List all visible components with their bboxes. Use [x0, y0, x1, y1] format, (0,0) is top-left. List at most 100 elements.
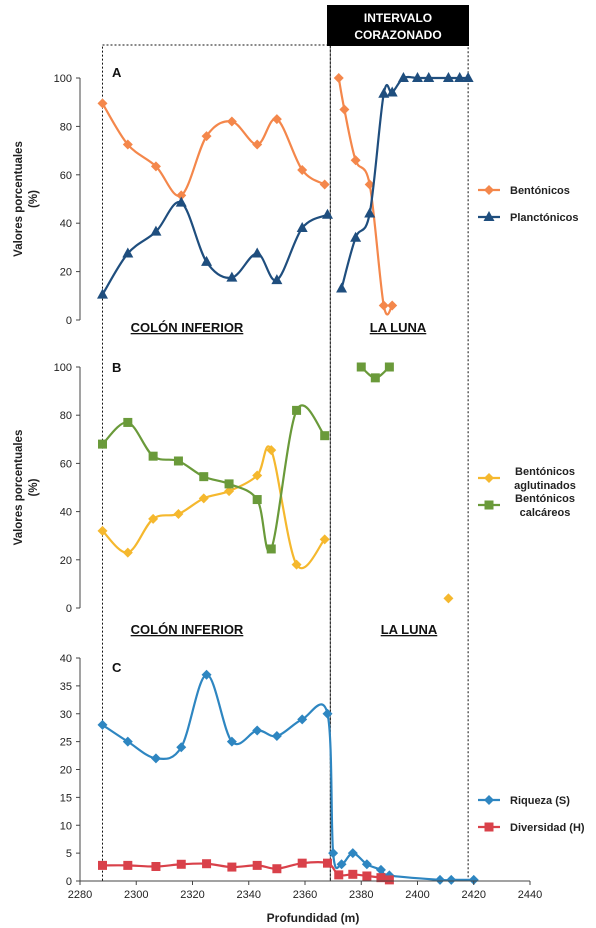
data-point	[97, 98, 108, 109]
data-point	[397, 72, 409, 82]
x-axis-label: Profundidad (m)	[267, 911, 360, 925]
y-tick-label: 10	[60, 820, 72, 832]
data-point	[148, 513, 159, 524]
data-point	[97, 288, 108, 299]
data-point	[98, 439, 107, 449]
data-point	[252, 860, 262, 870]
data-point	[201, 131, 212, 142]
legend-entry: Bentónicos	[478, 185, 570, 197]
data-point	[201, 255, 213, 266]
y-tick-label: 40	[60, 653, 72, 665]
legend-label: Riqueza (S)	[510, 795, 570, 807]
x-tick-label: 2280	[68, 889, 92, 901]
y-axis-label: Valores porcentuales	[13, 141, 25, 257]
legend-label-2: calcáreos	[520, 507, 571, 519]
series-line	[101, 200, 329, 296]
legend-label: Bentónicos	[515, 493, 575, 505]
data-point	[384, 875, 394, 885]
data-point	[201, 669, 212, 680]
data-point	[364, 179, 375, 190]
series-bentónicos	[97, 73, 398, 316]
data-point	[199, 472, 209, 482]
series-line	[101, 404, 326, 553]
data-point	[122, 247, 134, 258]
data-point	[176, 190, 187, 201]
y-tick-label: 0	[66, 315, 72, 327]
data-point	[226, 116, 237, 127]
legend-label: Bentónicos	[510, 185, 570, 197]
data-point	[266, 544, 276, 554]
data-point	[291, 559, 302, 570]
data-point	[297, 164, 308, 175]
y-tick-label: 100	[54, 73, 72, 85]
data-point	[296, 222, 308, 233]
header-line1: INTERVALO	[364, 11, 432, 25]
data-point	[226, 736, 237, 747]
panel-letter: B	[112, 360, 121, 375]
data-point	[297, 714, 308, 725]
data-point	[252, 139, 263, 150]
data-point	[251, 247, 263, 258]
data-point	[446, 874, 457, 885]
data-point	[370, 373, 380, 383]
data-point	[320, 431, 330, 441]
data-point	[328, 848, 339, 859]
data-point	[224, 486, 235, 497]
x-tick-label: 2300	[124, 889, 148, 901]
data-point	[176, 742, 187, 753]
series-line	[101, 445, 326, 570]
data-point	[150, 161, 161, 172]
data-point	[252, 725, 263, 736]
data-point	[271, 114, 282, 125]
data-point	[173, 456, 183, 466]
legend-entry: Bentónicos calcáreos	[478, 493, 575, 519]
x-tick-label: 2420	[462, 889, 486, 901]
legend-label: Bentónicos	[515, 466, 575, 478]
series-line	[101, 102, 326, 198]
data-point	[339, 104, 350, 115]
data-point	[151, 862, 161, 872]
legend-entry: Planctónicos	[478, 211, 578, 224]
data-point	[361, 859, 372, 870]
header-line2: CORAZONADO	[354, 28, 441, 42]
legend-label: Diversidad (H)	[510, 822, 585, 834]
x-tick-label: 2380	[349, 889, 373, 901]
data-point	[224, 479, 234, 489]
series-diversidad-h-	[98, 858, 394, 885]
y-tick-label: 60	[60, 458, 72, 470]
y-tick-label: 0	[66, 876, 72, 888]
data-point	[350, 155, 361, 166]
data-point	[319, 534, 330, 545]
data-point	[271, 731, 282, 742]
y-tick-label: 20	[60, 765, 72, 777]
data-point	[266, 445, 277, 456]
data-point	[468, 874, 479, 885]
legend-entry: Diversidad (H)	[478, 822, 585, 834]
x-axis: 2280 2300 2320 2340 2360 2380 2400 2420 2440	[68, 880, 542, 901]
header-box	[327, 5, 469, 46]
legend-entry: Riqueza (S)	[478, 795, 570, 807]
y-axis-label-unit: (%)	[28, 190, 40, 208]
data-point	[198, 493, 209, 504]
data-point	[462, 72, 474, 82]
panel-a: 0 20 40 60 80 100 A Valores porcentuales (%) Bent…	[13, 65, 578, 327]
formation-left-b: COLÓN INFERIOR	[131, 622, 244, 637]
y-tick-label: 40	[60, 507, 72, 519]
formation-labels: COLÓN INFERIOR LA LUNA COLÓN INFERIOR LA…	[131, 320, 438, 637]
y-tick-label: 35	[60, 681, 72, 693]
series-riqueza-s-	[97, 669, 479, 885]
data-point	[442, 72, 454, 82]
data-point	[364, 207, 376, 218]
data-point	[347, 848, 358, 859]
data-point	[122, 547, 133, 558]
panel-b: 0 20 40 60 80 100 B Valores porcentuales (%) Bent…	[13, 360, 576, 615]
y-tick-label: 80	[60, 410, 72, 422]
data-point	[226, 271, 238, 282]
data-point	[384, 362, 394, 372]
data-point	[252, 495, 262, 505]
data-point	[123, 417, 133, 427]
data-point	[376, 873, 386, 883]
data-point	[202, 859, 212, 869]
data-point	[122, 736, 133, 747]
